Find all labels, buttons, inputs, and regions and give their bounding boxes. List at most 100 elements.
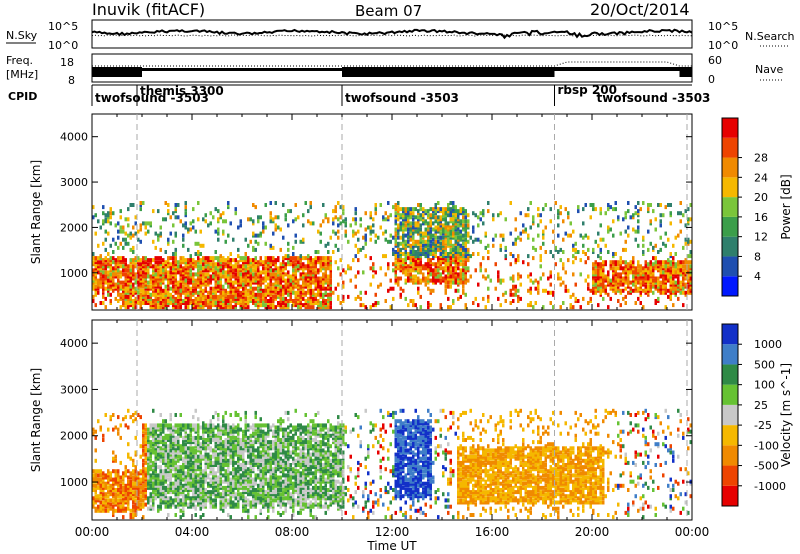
data-cell [149,465,152,470]
data-cell [579,305,582,310]
data-cell [682,290,685,295]
data-cell [217,280,220,285]
data-cell [584,278,587,283]
data-cell [162,288,165,293]
data-cell [339,221,342,226]
data-cell [189,272,192,277]
data-cell [672,260,675,265]
data-cell [259,215,262,220]
data-cell [657,276,660,281]
data-cell [197,264,200,269]
data-cell [257,292,260,297]
data-cell [182,280,185,285]
data-cell [189,286,192,291]
data-cell [439,207,442,212]
data-cell [112,492,115,497]
data-cell [422,231,425,236]
data-cell [254,205,257,210]
data-cell [679,264,682,269]
data-cell [437,207,440,212]
data-cell [487,274,490,279]
data-cell [172,485,175,490]
data-cell [452,280,455,285]
data-cell [607,229,610,234]
data-cell [409,272,412,277]
data-cell [684,223,687,228]
data-cell [607,207,610,212]
data-cell [317,284,320,289]
data-cell [407,231,410,236]
data-cell [192,299,195,303]
data-cell [169,435,172,440]
data-cell [519,274,522,279]
data-cell [599,264,602,269]
data-cell [354,231,357,236]
data-cell [374,203,377,207]
data-cell [264,278,267,283]
data-cell [262,299,265,303]
data-cell [457,272,460,277]
data-cell [607,280,610,285]
data-cell [199,229,202,234]
data-cell [657,203,660,207]
data-cell [234,272,237,277]
data-cell [612,233,615,238]
data-cell [214,301,217,305]
data-cell [449,201,452,205]
data-cell [132,471,135,476]
data-cell [394,227,397,232]
data-cell [144,502,147,507]
data-cell [132,498,135,503]
data-cell [132,504,135,509]
data-cell [192,502,195,507]
data-cell [172,460,175,465]
data-cell [109,256,112,261]
data-cell [174,247,177,252]
data-cell [94,272,97,277]
data-cell [189,438,192,442]
data-cell [642,243,645,248]
data-cell [147,454,150,459]
data-cell [284,284,287,289]
data-cell [184,488,187,492]
data-cell [189,485,192,490]
data-cell [532,215,535,220]
data-cell [157,433,160,438]
data-cell [232,270,235,275]
data-cell [344,229,347,234]
data-cell [162,294,165,299]
data-cell [139,239,142,244]
data-cell [442,225,445,230]
data-cell [304,282,307,287]
data-cell [454,239,457,244]
date-title: 20/Oct/2014 [590,0,690,19]
data-cell [189,278,192,283]
data-cell [672,264,675,269]
data-cell [147,431,150,436]
data-cell [362,303,365,308]
data-cell [139,207,142,212]
data-cell [597,270,600,275]
data-cell [169,448,172,453]
data-cell [454,274,457,279]
data-cell [594,278,597,283]
data-cell [169,442,172,447]
data-cell [179,444,182,449]
data-cell [222,270,225,275]
data-cell [179,492,182,497]
data-cell [419,227,422,232]
data-cell [327,292,330,297]
data-cell [162,446,165,451]
data-cell [119,498,122,503]
data-cell [117,477,120,482]
data-cell [167,452,170,457]
data-cell [174,296,177,301]
data-cell [172,239,175,244]
data-cell [599,270,602,275]
data-cell [359,223,362,228]
data-cell [369,229,372,234]
y-tick-label: 2000 [60,221,88,234]
data-cell [97,504,100,509]
data-cell [194,229,197,234]
data-cell [687,264,690,269]
